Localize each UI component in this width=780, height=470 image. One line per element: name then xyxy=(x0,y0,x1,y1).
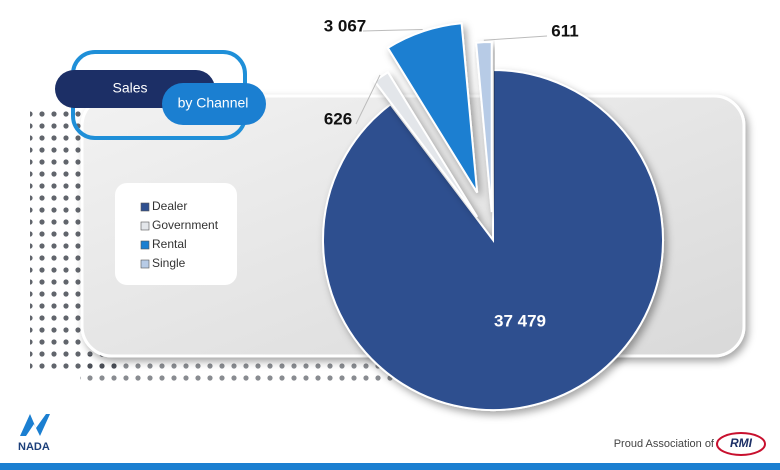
footer-bar xyxy=(0,463,780,470)
data-label: 611 xyxy=(551,21,578,40)
chart-title: Sales xyxy=(112,80,147,96)
legend-label: Rental xyxy=(152,237,187,251)
leader-line xyxy=(483,35,548,41)
pie-slice xyxy=(475,41,493,213)
legend-swatch xyxy=(140,259,150,269)
legend-swatch xyxy=(140,202,150,212)
leader-line xyxy=(362,28,423,32)
pie-slice xyxy=(322,68,664,411)
legend-swatch xyxy=(140,221,150,231)
footer-text: Proud Association of xyxy=(614,438,715,450)
legend-swatch xyxy=(140,240,150,250)
data-label: 3 067 xyxy=(324,16,367,35)
data-label: 37 479 xyxy=(494,311,546,330)
partner-text: RMI xyxy=(730,436,753,450)
legend-label: Dealer xyxy=(152,199,187,213)
leader-line xyxy=(355,74,381,125)
chart-subtitle: by Channel xyxy=(178,95,249,111)
data-label: 626 xyxy=(324,109,352,128)
legend-label: Single xyxy=(152,256,186,270)
subtitle-pill xyxy=(162,83,266,125)
legend-label: Government xyxy=(152,218,219,232)
pie-slice xyxy=(373,70,479,218)
dot-pattern xyxy=(80,355,400,385)
legend-items: Dealer Government Rental Single xyxy=(140,199,219,270)
logo-mark xyxy=(20,414,50,436)
pie: 37 479 626 3 067 611 xyxy=(322,16,664,411)
partner-logo xyxy=(716,432,766,456)
pie-slice xyxy=(386,22,479,194)
footer-logo: NADA xyxy=(18,441,50,453)
